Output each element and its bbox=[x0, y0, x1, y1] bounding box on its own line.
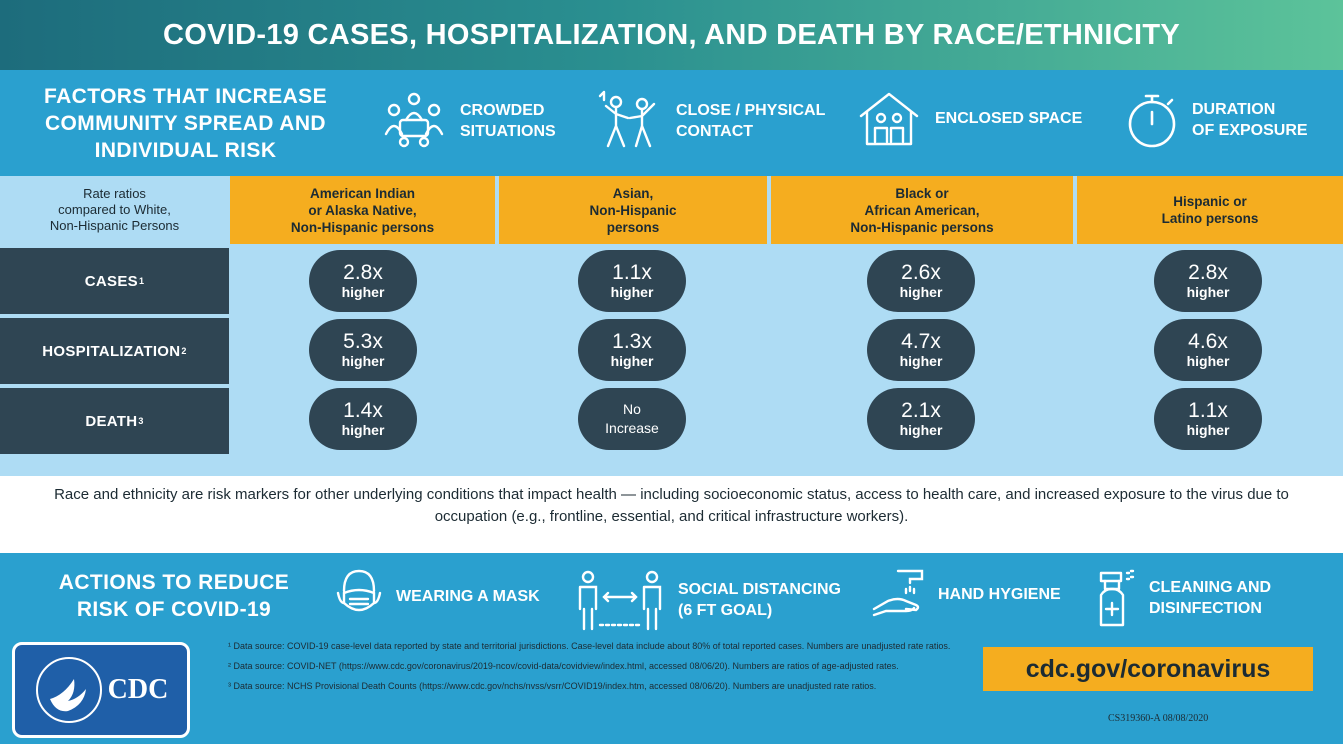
value-pill: 1.1x higher bbox=[1154, 388, 1262, 450]
spray-bottle-icon bbox=[1099, 569, 1135, 627]
rate-ratio-header: Rate ratios compared to White, Non-Hispa… bbox=[49, 186, 180, 233]
actions-heading: ACTIONS TO REDUCE RISK OF COVID-19 bbox=[58, 571, 290, 621]
value-pill: 4.7x higher bbox=[867, 319, 975, 381]
factor-crowded: CROWDED SITUATIONS bbox=[382, 90, 556, 152]
action-label-distancing: SOCIAL DISTANCING (6 FT GOAL) bbox=[678, 581, 841, 619]
page-title: COVID-19 CASES, HOSPITALIZATION, AND DEA… bbox=[163, 18, 1180, 51]
factors-heading: FACTORS THAT INCREASE COMMUNITY SPREAD A… bbox=[44, 85, 327, 162]
actions-band: ACTIONS TO REDUCE RISK OF COVID-19 WEARI… bbox=[0, 553, 1343, 744]
action-label-hygiene: HAND HYGIENE bbox=[938, 585, 1061, 603]
group-header-aian: American Indian or Alaska Native, Non-Hi… bbox=[230, 176, 495, 244]
title-bar: COVID-19 CASES, HOSPITALIZATION, AND DEA… bbox=[0, 0, 1343, 70]
value-pill: No Increase bbox=[578, 388, 686, 450]
group-header-asian: Asian, Non-Hispanic persons bbox=[499, 176, 767, 244]
crowd-icon bbox=[384, 92, 444, 148]
value-pill: 2.8x higher bbox=[1154, 250, 1262, 312]
risk-marker-note: Race and ethnicity are risk markers for … bbox=[54, 486, 1289, 525]
action-label-cleaning: CLEANING AND DISINFECTION bbox=[1149, 579, 1272, 617]
group-header-hispanic: Hispanic or Latino persons bbox=[1077, 176, 1343, 244]
footnote-1: ¹ Data source: COVID-19 case-level data … bbox=[228, 641, 951, 651]
value-pill: 4.6x higher bbox=[1154, 319, 1262, 381]
footnote-2: ² Data source: COVID-NET (https://www.cd… bbox=[228, 661, 899, 671]
action-mask: WEARING A MASK bbox=[334, 569, 540, 623]
rate-ratio-table: Rate ratios compared to White, Non-Hispa… bbox=[0, 176, 1343, 476]
cdc-logo-text: CDC bbox=[107, 674, 169, 705]
action-cleaning: CLEANING AND DISINFECTION bbox=[1093, 569, 1271, 627]
social-distancing-icon bbox=[578, 570, 662, 631]
factor-label-duration: DURATION OF EXPOSURE bbox=[1192, 101, 1308, 139]
action-distancing: SOCIAL DISTANCING (6 FT GOAL) bbox=[574, 569, 841, 631]
row-label-death: DEATH 3 bbox=[0, 388, 229, 454]
hand-washing-icon bbox=[872, 569, 924, 617]
factors-band: FACTORS THAT INCREASE COMMUNITY SPREAD A… bbox=[0, 70, 1343, 176]
footnote-3: ³ Data source: NCHS Provisional Death Co… bbox=[228, 681, 877, 691]
dancing-people-icon bbox=[598, 90, 656, 148]
stopwatch-icon bbox=[1128, 94, 1176, 148]
value-pill: 2.6x higher bbox=[867, 250, 975, 312]
value-pill: 1.3x higher bbox=[578, 319, 686, 381]
row-label-hospitalization: HOSPITALIZATION 2 bbox=[0, 318, 229, 384]
row-label-cases: CASES 1 bbox=[0, 248, 229, 314]
action-label-mask: WEARING A MASK bbox=[396, 587, 540, 605]
house-icon bbox=[859, 92, 919, 146]
factor-duration: DURATION OF EXPOSURE bbox=[1126, 90, 1308, 150]
group-header-black: Black or African American, Non-Hispanic … bbox=[771, 176, 1073, 244]
value-pill: 5.3x higher bbox=[309, 319, 417, 381]
factor-label-enclosed: ENCLOSED SPACE bbox=[935, 109, 1083, 127]
value-pill: 1.1x higher bbox=[578, 250, 686, 312]
factor-label-crowded: CROWDED SITUATIONS bbox=[460, 102, 556, 140]
footnotes: ¹ Data source: COVID-19 case-level data … bbox=[228, 641, 958, 701]
mask-icon bbox=[336, 569, 382, 612]
factor-label-contact: CLOSE / PHYSICAL CONTACT bbox=[676, 102, 826, 140]
action-hygiene: HAND HYGIENE bbox=[870, 569, 1061, 619]
factor-enclosed: ENCLOSED SPACE bbox=[857, 90, 1082, 146]
website-link[interactable]: cdc.gov/coronavirus bbox=[983, 647, 1313, 691]
cdc-logo: CDC bbox=[12, 642, 190, 738]
value-pill: 2.8x higher bbox=[309, 250, 417, 312]
hhs-eagle-icon bbox=[35, 657, 102, 723]
value-pill: 1.4x higher bbox=[309, 388, 417, 450]
factor-contact: CLOSE / PHYSICAL CONTACT bbox=[596, 90, 825, 152]
value-pill: 2.1x higher bbox=[867, 388, 975, 450]
publication-code: CS319360-A 08/08/2020 bbox=[1108, 713, 1209, 724]
